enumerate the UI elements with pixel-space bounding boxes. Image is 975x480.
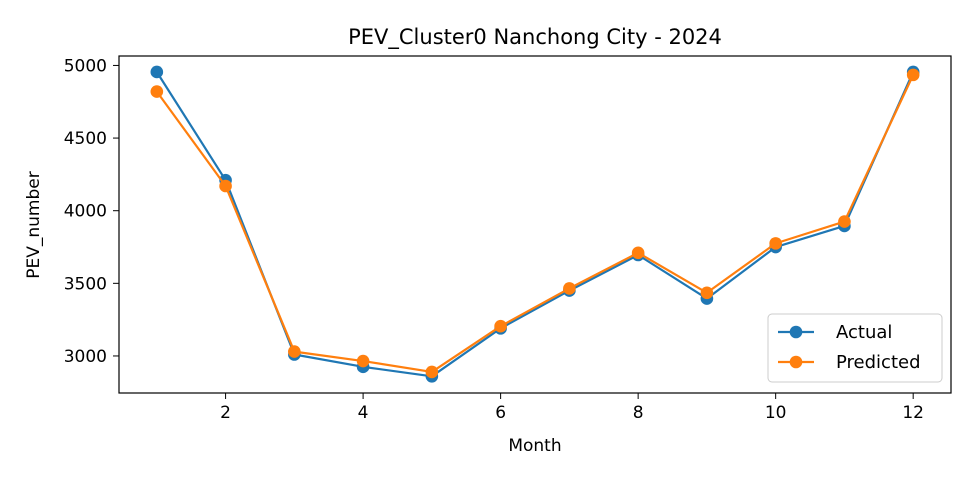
y-axis-label: PEV_number	[24, 171, 44, 278]
data-point	[356, 354, 370, 368]
y-tick-label: 5000	[64, 56, 107, 76]
data-point	[563, 282, 576, 295]
data-point	[425, 365, 439, 379]
legend-label: Predicted	[836, 352, 921, 373]
y-tick-label: 3000	[64, 347, 107, 367]
data-point	[838, 215, 851, 228]
y-axis: 3000 3500 4000 4500 5000	[64, 56, 119, 367]
x-tick-label: 6	[495, 403, 506, 423]
data-point	[288, 345, 301, 358]
x-tick-label: 8	[633, 403, 644, 423]
legend-label: Actual	[836, 322, 892, 343]
axes-frame	[118, 55, 952, 394]
x-tick-label: 2	[220, 403, 231, 423]
x-axis-label: Month	[508, 436, 561, 456]
x-tick-label: 12	[902, 403, 924, 423]
data-point	[700, 286, 714, 300]
series-predicted	[150, 68, 920, 379]
data-point	[150, 85, 164, 98]
y-tick-label: 3500	[64, 274, 107, 294]
data-point	[494, 319, 507, 333]
legend-marker	[789, 325, 803, 339]
x-axis: 2 4 6 8 10 12	[220, 393, 924, 423]
x-tick-label: 4	[358, 403, 369, 423]
series-line	[155, 74, 915, 374]
data-point	[219, 179, 232, 193]
legend-item: Predicted	[778, 352, 921, 373]
legend: Actual Predicted	[767, 313, 943, 383]
chart-title: PEV_Cluster0 Nanchong City - 2024	[348, 25, 722, 50]
data-point	[769, 237, 782, 250]
data-point	[150, 65, 164, 79]
x-tick-label: 10	[765, 403, 787, 423]
legend-marker	[789, 355, 803, 369]
plot-area	[150, 65, 920, 383]
data-point	[906, 68, 920, 82]
legend-item: Actual	[778, 322, 892, 343]
y-tick-label: 4500	[64, 129, 107, 149]
y-tick-label: 4000	[64, 202, 107, 222]
data-point	[631, 246, 645, 260]
